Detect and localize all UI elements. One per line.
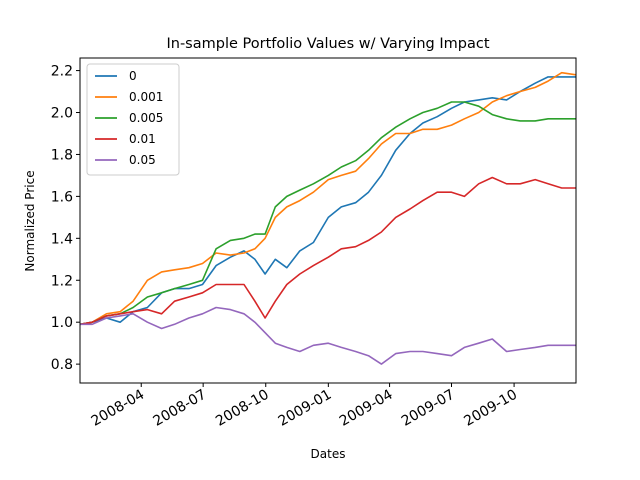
chart-title: In-sample Portfolio Values w/ Varying Im… [166,36,489,52]
y-axis: 0.8 1.0 1.2 1.4 1.6 1.8 2.0 2.2 [51,64,80,373]
series-line-2 [80,101,576,326]
x-axis-label: Dates [311,447,346,461]
series-line-1 [80,71,576,326]
y-axis-label: Normalized Price [23,170,37,271]
legend: 0 0.001 0.005 0.01 0.05 [86,63,180,176]
legend-box [86,63,180,176]
y-tick-label: 0.8 [51,357,73,373]
series-line-4 [80,306,576,365]
legend-entry-label: 0.005 [129,111,163,125]
legend-entry-label: 0.05 [129,153,156,167]
legend-entry-label: 0.01 [129,132,156,146]
y-tick-label: 1.8 [51,147,73,163]
y-tick-label: 1.2 [51,273,73,289]
y-tick-label: 2.2 [51,64,73,80]
legend-entry-label: 0.001 [129,90,163,104]
y-tick-label: 1.4 [51,231,73,247]
legend-entry-label: 0 [129,69,137,83]
y-tick-label: 1.6 [51,189,73,205]
y-tick-label: 2.0 [51,106,73,122]
series-line-3 [80,176,576,326]
series-layer [80,71,576,365]
y-tick-label: 1.0 [51,315,73,331]
